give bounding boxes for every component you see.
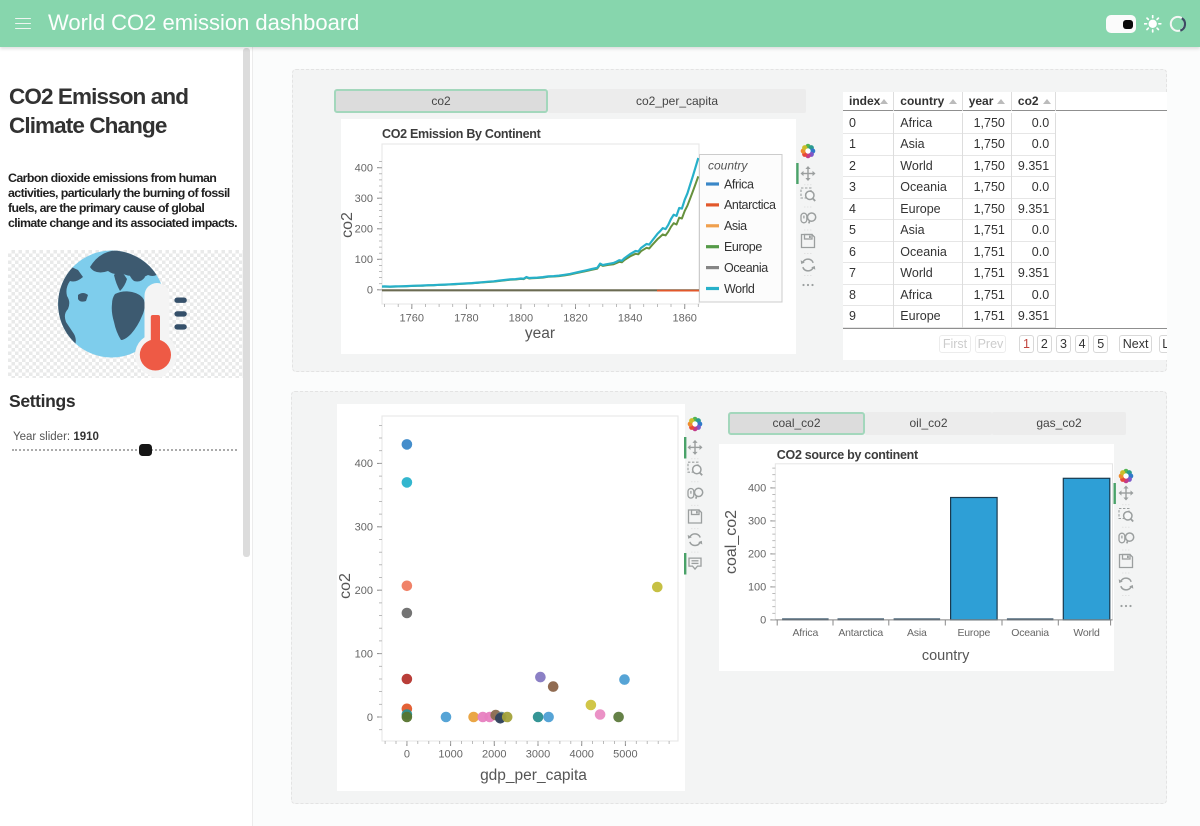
svg-text:0: 0 bbox=[367, 285, 373, 297]
svg-text:5000: 5000 bbox=[613, 749, 637, 761]
svg-text:0: 0 bbox=[367, 712, 373, 724]
svg-text:1780: 1780 bbox=[454, 313, 478, 325]
svg-text:Europe: Europe bbox=[957, 627, 990, 639]
svg-text:200: 200 bbox=[748, 549, 766, 561]
svg-text:0: 0 bbox=[760, 615, 766, 627]
svg-text:Oceania: Oceania bbox=[1011, 627, 1049, 639]
svg-text:4000: 4000 bbox=[569, 749, 593, 761]
svg-text:coal_co2: coal_co2 bbox=[723, 510, 740, 574]
svg-text:1000: 1000 bbox=[438, 749, 462, 761]
svg-text:200: 200 bbox=[355, 585, 373, 597]
svg-text:200: 200 bbox=[355, 224, 373, 236]
svg-text:300: 300 bbox=[748, 516, 766, 528]
svg-text:country: country bbox=[922, 648, 970, 664]
svg-text:0: 0 bbox=[404, 749, 410, 761]
svg-text:year: year bbox=[525, 325, 555, 342]
svg-text:co2: co2 bbox=[337, 573, 354, 599]
svg-text:400: 400 bbox=[748, 483, 766, 495]
svg-text:300: 300 bbox=[355, 522, 373, 534]
svg-text:Europe: Europe bbox=[724, 240, 762, 254]
svg-text:World: World bbox=[724, 282, 755, 296]
svg-text:Antarctica: Antarctica bbox=[838, 627, 883, 639]
svg-text:300: 300 bbox=[355, 193, 373, 205]
svg-text:CO2 source by continent: CO2 source by continent bbox=[777, 448, 919, 462]
svg-text:1820: 1820 bbox=[563, 313, 587, 325]
svg-text:World: World bbox=[1073, 627, 1100, 639]
svg-text:Asia: Asia bbox=[907, 627, 927, 639]
svg-text:Antarctica: Antarctica bbox=[724, 198, 776, 212]
svg-text:country: country bbox=[708, 159, 748, 173]
svg-text:gdp_per_capita: gdp_per_capita bbox=[480, 767, 587, 784]
svg-text:1840: 1840 bbox=[618, 313, 642, 325]
svg-text:1800: 1800 bbox=[509, 313, 533, 325]
svg-text:100: 100 bbox=[748, 582, 766, 594]
svg-text:Asia: Asia bbox=[724, 219, 747, 233]
svg-text:400: 400 bbox=[355, 458, 373, 470]
svg-text:CO2 Emission By Continent: CO2 Emission By Continent bbox=[382, 127, 542, 141]
svg-text:2000: 2000 bbox=[482, 749, 506, 761]
svg-text:co2: co2 bbox=[341, 212, 356, 238]
svg-text:100: 100 bbox=[355, 254, 373, 266]
svg-text:1760: 1760 bbox=[400, 313, 424, 325]
svg-text:100: 100 bbox=[355, 648, 373, 660]
svg-text:Africa: Africa bbox=[792, 627, 818, 639]
svg-text:Africa: Africa bbox=[724, 177, 754, 191]
svg-text:1860: 1860 bbox=[672, 313, 696, 325]
svg-text:Oceania: Oceania bbox=[724, 261, 768, 275]
svg-text:3000: 3000 bbox=[526, 749, 550, 761]
svg-text:400: 400 bbox=[355, 163, 373, 175]
